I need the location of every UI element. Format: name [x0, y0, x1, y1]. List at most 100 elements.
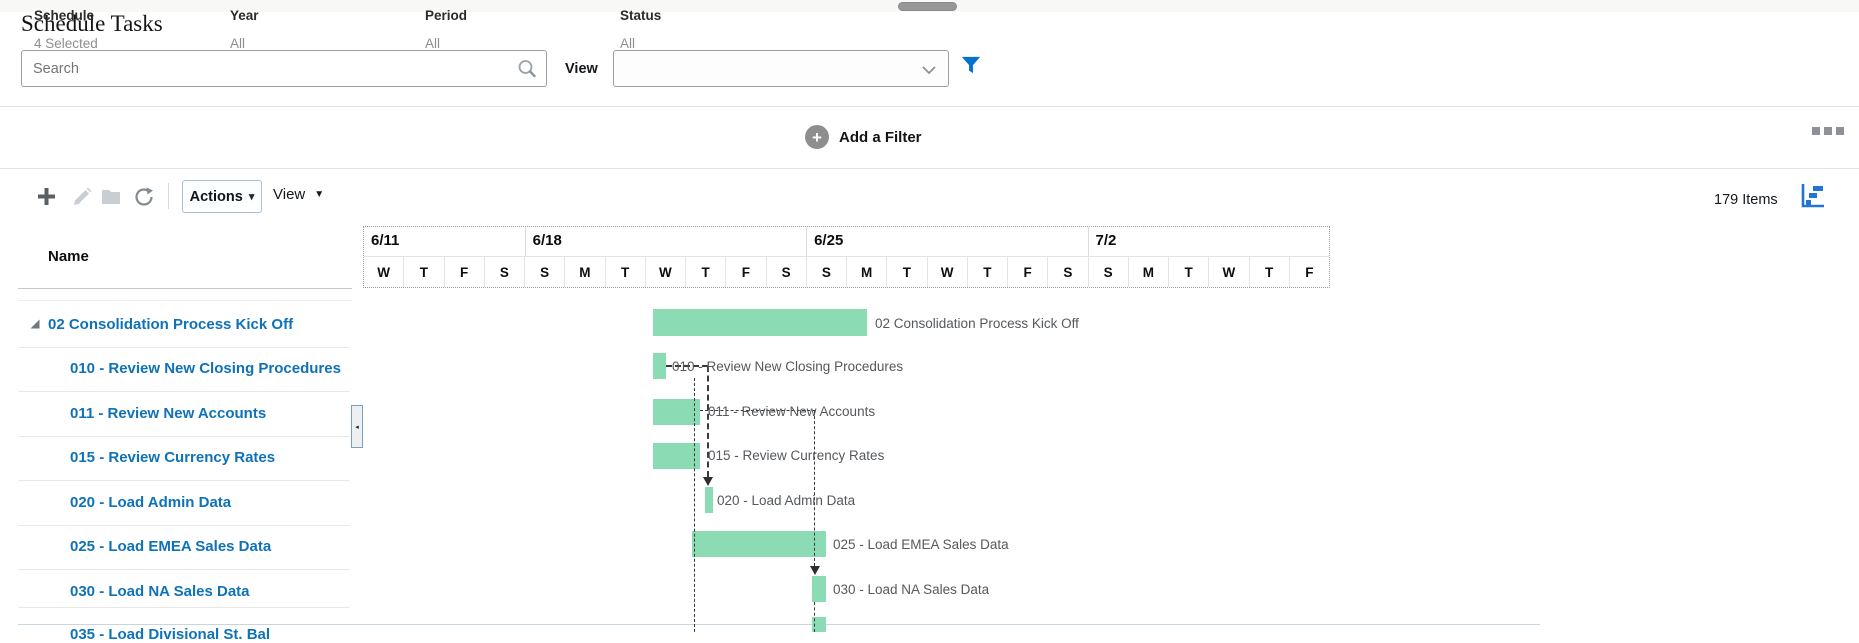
filter-label: Status [620, 8, 662, 23]
row-divider [18, 624, 1540, 625]
name-column-header: Name [48, 248, 89, 265]
add-a-filter-button[interactable]: + Add a Filter [805, 123, 922, 151]
day-label: F [1007, 257, 1047, 287]
day-label: W [644, 257, 685, 287]
filter-period[interactable]: Period All [425, 0, 605, 63]
window-drag-handle[interactable] [898, 2, 957, 11]
filter-bar [0, 106, 1859, 169]
row-divider [18, 436, 350, 437]
task-name-link[interactable]: 015 - Review Currency Rates [70, 449, 276, 466]
row-divider [18, 391, 350, 392]
row-divider [18, 347, 350, 348]
task-name-link[interactable]: 011 - Review New Accounts [70, 405, 267, 422]
dependency-line [694, 378, 695, 632]
dependency-line [666, 365, 708, 367]
day-label: S [805, 257, 846, 287]
day-label: M [846, 257, 886, 287]
task-name-link[interactable]: 035 - Load Divisional St. Bal [70, 626, 271, 643]
collapse-triangle-icon[interactable] [29, 317, 41, 335]
gantt-bar[interactable] [812, 576, 826, 602]
day-label: T [886, 257, 926, 287]
toolbar-separator [168, 183, 169, 209]
refresh-icon[interactable] [133, 186, 155, 213]
task-name-link[interactable]: 02 Consolidation Process Kick Off [48, 316, 294, 333]
gantt-bar-label: 020 - Load Admin Data [717, 493, 856, 508]
add-task-icon[interactable] [36, 186, 57, 212]
filter-label: Year [230, 8, 259, 23]
search-input[interactable] [22, 51, 546, 86]
day-label: S [1047, 257, 1087, 287]
week-label: 6/18 [524, 227, 806, 256]
gantt-timeline-header: 6/11 6/18 6/25 7/2 W T F S S M T W T F S… [363, 226, 1330, 288]
task-name-link[interactable]: 010 - Review New Closing Procedures [70, 360, 341, 377]
gantt-bar[interactable] [653, 399, 700, 425]
week-label: 7/2 [1087, 227, 1330, 256]
task-name-link[interactable]: 030 - Load NA Sales Data [70, 583, 250, 600]
add-a-filter-label: Add a Filter [839, 128, 922, 146]
view-menu-label: View [273, 186, 306, 203]
chevron-down-icon[interactable] [921, 63, 937, 81]
gantt-bar[interactable] [653, 309, 867, 336]
day-label: M [1127, 257, 1168, 287]
gantt-bar-label: 010 - Review New Closing Procedures [672, 359, 904, 374]
dependency-line [814, 602, 815, 632]
header-divider [18, 300, 352, 301]
day-label: T [1248, 257, 1289, 287]
week-label: 6/25 [806, 227, 1087, 256]
dependency-line [814, 411, 815, 566]
edit-pencil-icon[interactable] [72, 186, 93, 212]
day-label: M [564, 257, 604, 287]
task-name-link[interactable]: 020 - Load Admin Data [70, 494, 232, 511]
day-label: T [1168, 257, 1208, 287]
search-box [21, 50, 547, 87]
day-header-row: W T F S S M T W T F S S M T W T F S S M … [364, 256, 1329, 287]
day-label: F [1288, 257, 1329, 287]
gantt-bar-label: 030 - Load NA Sales Data [833, 582, 990, 597]
actions-label: Actions [189, 188, 243, 205]
view-selector[interactable] [613, 50, 949, 87]
view-menu-button[interactable]: View ▼ [273, 186, 324, 203]
gantt-bar-label: 025 - Load EMEA Sales Data [833, 537, 1009, 552]
caret-down-icon: ▾ [248, 191, 255, 203]
dependency-arrow-icon [810, 566, 820, 575]
search-icon[interactable] [516, 58, 538, 85]
filter-year[interactable]: Year All [230, 0, 410, 63]
header-divider [18, 288, 352, 289]
day-label: T [403, 257, 443, 287]
actions-button[interactable]: Actions ▾ [182, 180, 262, 213]
filter-value: All [620, 36, 636, 51]
overflow-square [1836, 127, 1844, 135]
day-label: S [765, 257, 806, 287]
filter-value: All [425, 36, 441, 51]
gantt-bar[interactable] [692, 531, 826, 557]
gantt-bar-label: 02 Consolidation Process Kick Off [875, 316, 1079, 331]
filter-funnel-icon[interactable] [958, 52, 984, 83]
dependency-arrow-icon [703, 477, 713, 486]
gantt-bar-label: 015 - Review Currency Rates [708, 448, 885, 463]
overflow-menu-icon[interactable] [1812, 127, 1844, 135]
week-label: 6/11 [371, 232, 400, 249]
items-count: 179 Items [1714, 192, 1778, 208]
task-name-link[interactable]: 025 - Load EMEA Sales Data [70, 538, 272, 555]
panel-splitter-handle[interactable]: ◂ [351, 405, 363, 448]
row-divider [18, 569, 350, 570]
day-label: W [926, 257, 967, 287]
folder-icon[interactable] [100, 186, 122, 212]
gantt-chart-icon[interactable] [1796, 180, 1827, 216]
gantt-bar[interactable] [705, 487, 713, 513]
day-label: S [524, 257, 564, 287]
gantt-bar[interactable] [812, 617, 826, 632]
gantt-bar[interactable] [653, 353, 666, 379]
week-header-row: 6/11 6/18 6/25 7/2 [364, 227, 1329, 256]
day-label: T [966, 257, 1007, 287]
filter-schedule[interactable]: Schedule 4 Selected [34, 0, 214, 63]
overflow-square [1812, 127, 1820, 135]
filter-status[interactable]: Status All [620, 0, 780, 63]
day-label: S [1087, 257, 1128, 287]
dependency-line [700, 410, 815, 411]
gantt-bar[interactable] [653, 443, 700, 469]
page-title: Schedule Tasks [21, 11, 163, 36]
day-label: T [685, 257, 725, 287]
day-label: F [725, 257, 765, 287]
row-divider [18, 607, 350, 608]
